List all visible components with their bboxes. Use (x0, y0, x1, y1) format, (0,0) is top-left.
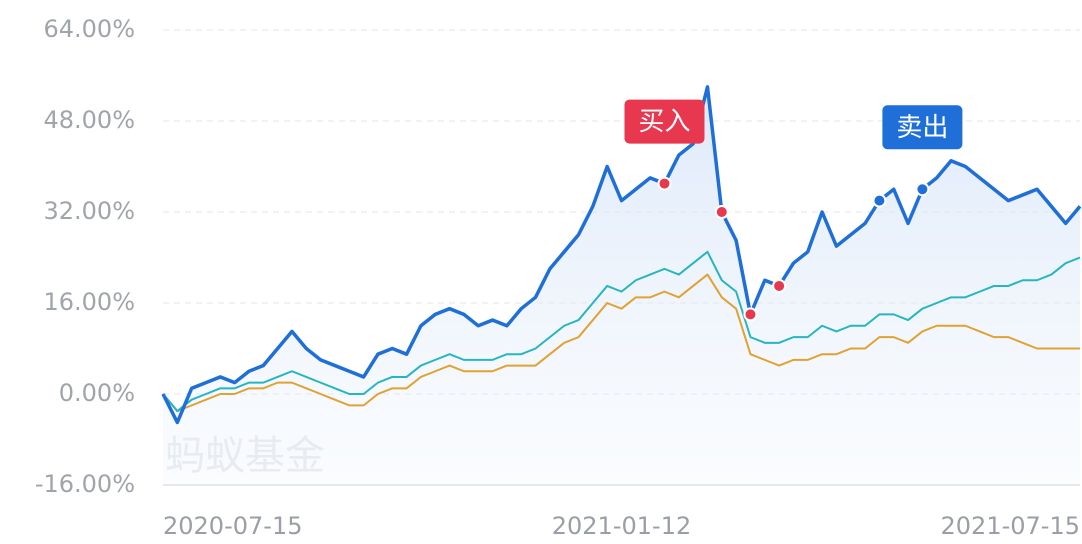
trade-marker (872, 193, 887, 208)
area-fill (163, 86, 1080, 485)
trade-marker (743, 307, 758, 322)
annotation-box (624, 99, 705, 144)
y-tick-label: 32.00% (43, 197, 135, 225)
y-tick-label: 16.00% (43, 288, 135, 316)
series-line (162, 250, 1081, 413)
trade-marker (915, 182, 930, 197)
series-line (162, 273, 1080, 413)
annotation-label: 卖出 (896, 113, 948, 143)
x-tick-label: 2021-07-15 (941, 512, 1080, 540)
trade-marker (714, 205, 729, 219)
trade-marker (657, 176, 672, 191)
x-tick-label: 2020-07-15 (163, 512, 302, 540)
x-tick-label: 2021-01-12 (552, 512, 691, 540)
annotation-label: 买入 (638, 107, 690, 137)
trade-marker (772, 278, 787, 293)
y-tick-label: 64.00% (43, 15, 135, 43)
y-tick-label: 0.00% (59, 379, 135, 407)
y-tick-label: -16.00% (35, 470, 135, 498)
annotation-box (882, 105, 963, 150)
y-tick-label: 48.00% (43, 106, 135, 134)
